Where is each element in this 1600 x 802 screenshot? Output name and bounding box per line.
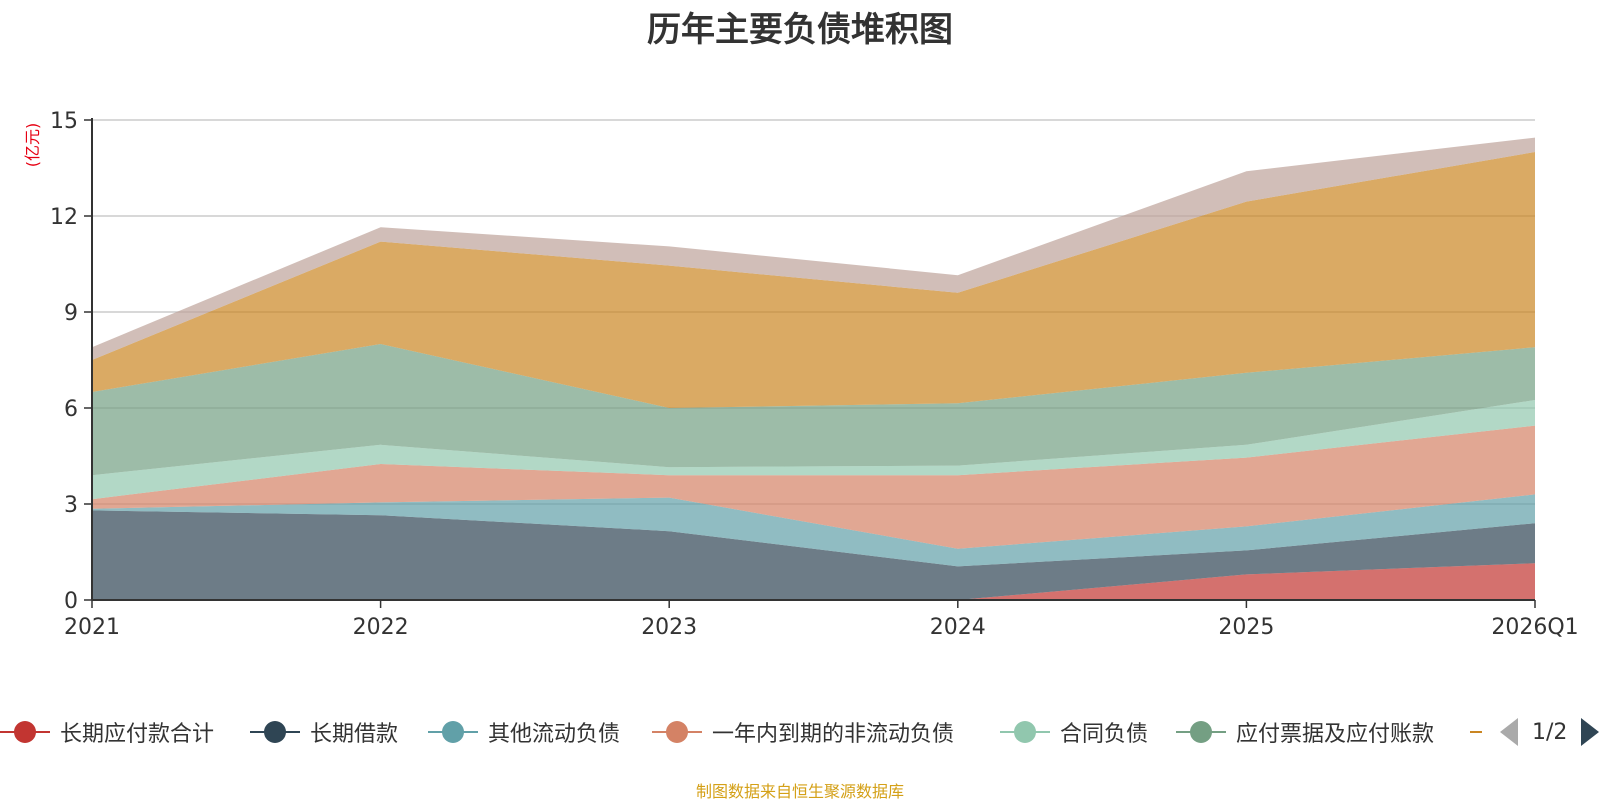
legend-page-indicator: 1/2 xyxy=(1532,719,1568,745)
legend-item[interactable]: 一年内到期的非流动负债 xyxy=(652,712,954,752)
legend-label: 长期应付款合计 xyxy=(60,722,215,747)
legend-item[interactable]: 长期应付款合计 xyxy=(0,712,214,752)
legend-marker-icon xyxy=(428,720,478,744)
legend-marker-icon xyxy=(652,720,702,744)
area-series-6[interactable] xyxy=(92,152,1535,408)
y-tick-label: 9 xyxy=(64,301,78,326)
area-series-0[interactable] xyxy=(92,563,1535,600)
legend-item[interactable]: 长期借款 xyxy=(250,712,398,752)
stacked-areas xyxy=(92,137,1535,600)
area-series-1[interactable] xyxy=(92,510,1535,600)
y-tick-label: 15 xyxy=(50,109,78,134)
legend-marker-icon xyxy=(1000,720,1050,744)
chart-title: 历年主要负债堆积图 xyxy=(647,10,953,50)
legend-prev-icon[interactable] xyxy=(1500,718,1518,746)
source-note: 制图数据来自恒生聚源数据库 xyxy=(695,782,904,801)
legend-marker-icon xyxy=(1176,720,1226,744)
legend-label: 合同负债 xyxy=(1060,722,1149,747)
axes: 0 3 6 9 12 15 2021 2022 2023 2024 2025 2026Q1 xyxy=(50,109,1579,640)
legend-marker-icon xyxy=(0,720,50,744)
x-tick-label: 2026Q1 xyxy=(1491,615,1578,640)
y-tick-label: 0 xyxy=(64,589,78,614)
x-tick-label: 2024 xyxy=(930,615,986,640)
legend-item[interactable]: 应付票据及应付账款 xyxy=(1176,712,1434,752)
x-tick-label: 2022 xyxy=(353,615,409,640)
y-tick-label: 3 xyxy=(64,493,78,518)
legend-pager: 1/2 xyxy=(1500,712,1600,752)
y-axis-label: (亿元) xyxy=(23,123,42,168)
area-series-4[interactable] xyxy=(92,400,1535,500)
legend-item[interactable]: 其他流动负债 xyxy=(428,712,620,752)
x-tick-label: 2021 xyxy=(64,615,120,640)
legend-label: 应付票据及应付账款 xyxy=(1236,722,1435,747)
area-series-5[interactable] xyxy=(92,344,1535,476)
legend: 长期应付款合计 长期借款 其他流动负债 一年内到期的非流动负债 合同负债 应付票据及应付账… xyxy=(0,712,1600,752)
area-series-7[interactable] xyxy=(92,137,1535,360)
y-tick-label: 6 xyxy=(64,397,78,422)
area-series-3[interactable] xyxy=(92,425,1535,549)
legend-label: 长期借款 xyxy=(310,722,399,747)
x-tick-label: 2023 xyxy=(641,615,697,640)
legend-item[interactable]: 合同负债 xyxy=(1000,712,1148,752)
legend-next-icon[interactable] xyxy=(1581,718,1600,746)
area-series-2[interactable] xyxy=(92,494,1535,567)
y-tick-label: 12 xyxy=(50,205,78,230)
legend-item-partial[interactable] xyxy=(1470,712,1482,752)
legend-marker-icon xyxy=(250,720,300,744)
legend-label: 其他流动负债 xyxy=(488,722,621,747)
x-tick-label: 2025 xyxy=(1218,615,1274,640)
legend-label: 一年内到期的非流动负债 xyxy=(712,722,955,747)
